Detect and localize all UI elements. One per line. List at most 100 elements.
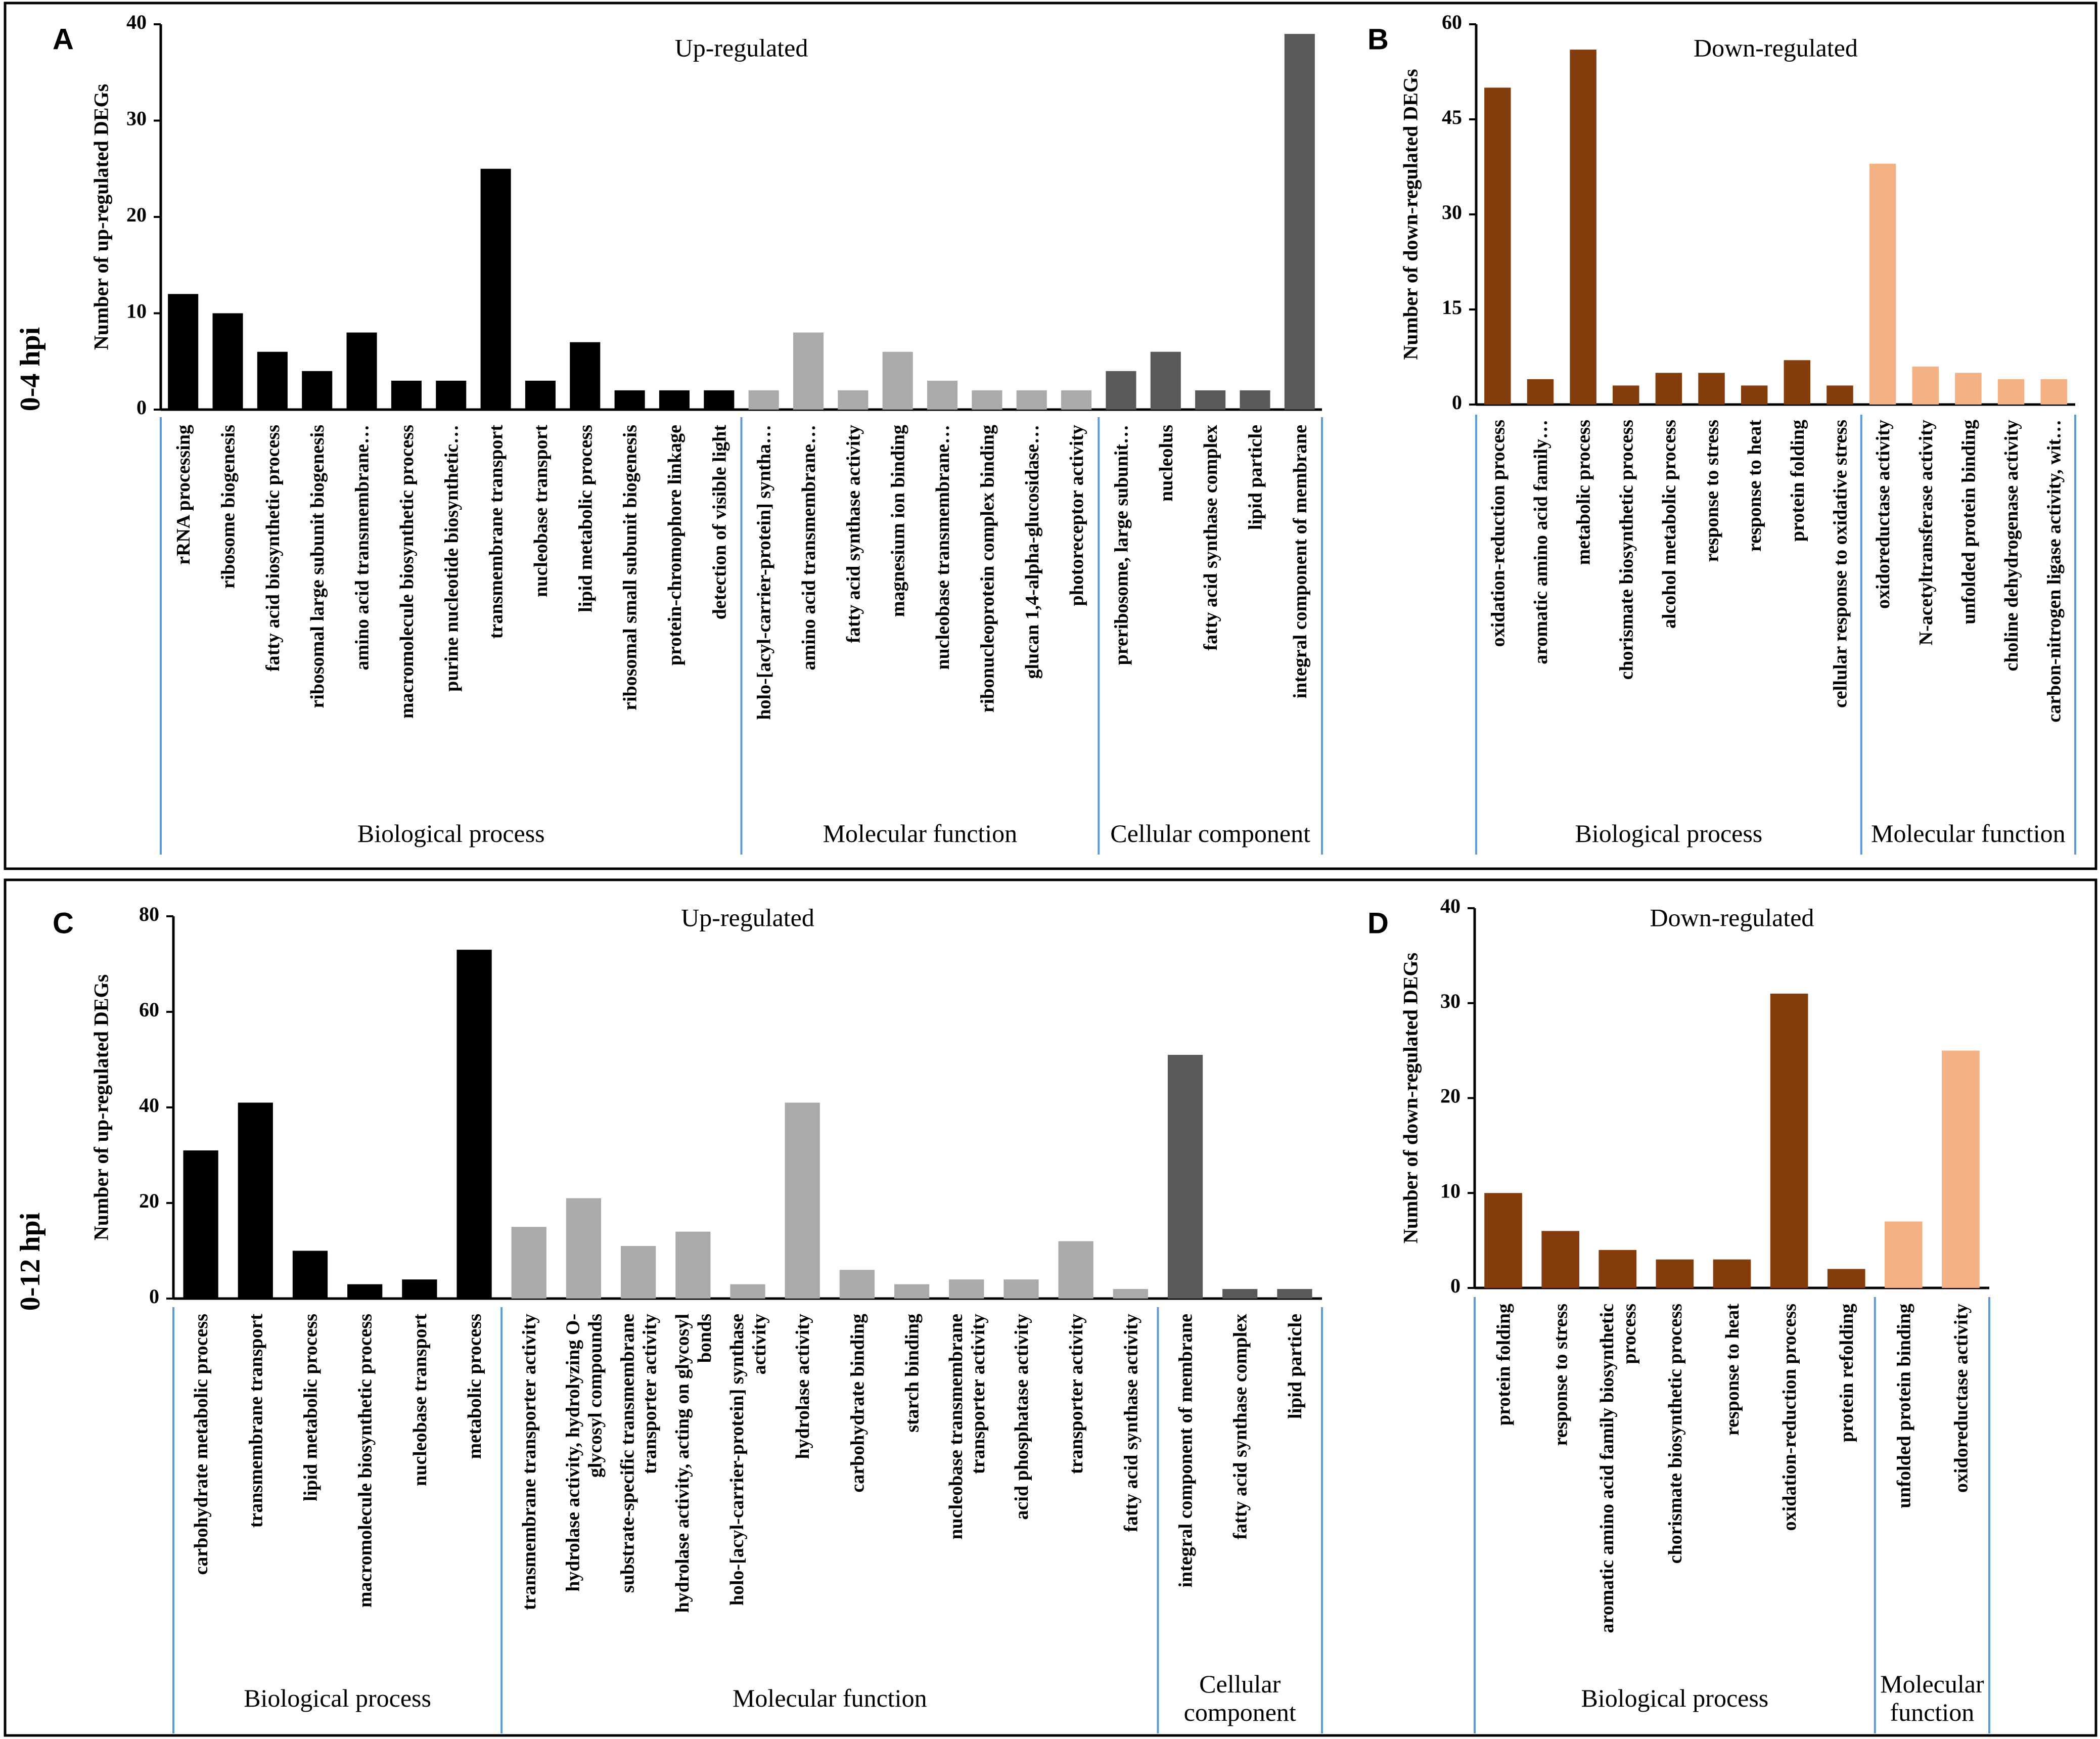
chart-panel-C: C Up-regulated Number of up-regulated DEGs… — [53, 903, 1323, 1733]
category-label: amino acid transmembrane… — [352, 425, 373, 671]
bar — [1195, 390, 1226, 410]
category-label: hydrolase activity — [792, 1314, 813, 1459]
bar — [659, 390, 690, 410]
bar — [1541, 1231, 1579, 1288]
category-label: chorismate biosynthetic process — [1665, 1304, 1686, 1564]
category-label: integral component of membrane — [1175, 1314, 1197, 1587]
category-label: chorismate biosynthetic process — [1616, 420, 1637, 680]
bar — [1997, 379, 2025, 405]
bar — [1106, 371, 1136, 410]
y-tick-label: 60 — [139, 998, 159, 1021]
bar — [1942, 1050, 1980, 1288]
bar — [1003, 1279, 1039, 1299]
bar — [212, 313, 243, 410]
panel-letter: C — [53, 907, 74, 940]
chart-title: Up-regulated — [681, 903, 814, 931]
bar — [2040, 379, 2067, 405]
bar — [838, 390, 869, 410]
y-tick-label: 0 — [136, 396, 147, 419]
category-label: preribosome, large subunit… — [1111, 425, 1132, 665]
y-tick-label: 0 — [1450, 1274, 1460, 1297]
bar — [183, 1150, 218, 1299]
category-label: alcohol metabolic process — [1659, 420, 1680, 629]
category-label: lipid metabolic process — [575, 425, 596, 612]
category-label: fatty acid biosynthetic process — [262, 425, 284, 672]
category-label: transmembrane transport — [486, 425, 507, 639]
bar — [238, 1102, 273, 1299]
group-label: Cellular component — [1184, 1670, 1296, 1726]
y-tick-label: 45 — [1442, 106, 1462, 128]
y-tick-label: 20 — [126, 203, 147, 226]
row-label-bottom: 0-12 hpi — [15, 1213, 46, 1311]
category-label: N-acetyltransferase activity — [1915, 420, 1937, 645]
category-label: nucleobase transmembranetransporter acti… — [945, 1314, 989, 1539]
category-label: transmembrane transport — [245, 1314, 266, 1528]
bar — [785, 1102, 820, 1299]
category-label: detection of visible light — [709, 425, 730, 620]
bar — [793, 332, 824, 410]
bar — [1885, 1221, 1923, 1288]
category-label: purine nucleotide biosynthetic… — [441, 425, 462, 692]
y-tick-label: 80 — [139, 903, 159, 925]
y-tick-label: 40 — [1440, 895, 1460, 917]
category-label: oxidoreductase activity — [1873, 420, 1894, 609]
bar — [456, 950, 492, 1299]
bar — [1167, 1055, 1203, 1299]
bar — [620, 1246, 656, 1299]
bar — [1741, 385, 1768, 405]
bar — [1713, 1259, 1751, 1288]
category-label: oxidation-reduction process — [1779, 1304, 1800, 1531]
category-label: transmembrane transporter activity — [519, 1314, 540, 1610]
bar — [1527, 379, 1554, 405]
bar — [1655, 373, 1682, 405]
bar — [1277, 1289, 1312, 1299]
y-axis-label: Number of up-regulated DEGs — [90, 84, 113, 350]
y-tick-label: 40 — [126, 11, 147, 33]
y-tick-label: 20 — [139, 1189, 159, 1212]
group-label: Molecular function — [823, 819, 1018, 848]
category-label: amino acid transmembrane… — [798, 425, 819, 671]
category-label: aromatic amino acid family… — [1530, 420, 1551, 664]
bar — [1912, 366, 1939, 405]
bar — [302, 371, 333, 410]
category-label: ribosomal large subunit biogenesis — [307, 425, 328, 708]
bar — [292, 1251, 328, 1299]
category-label: ribosome biogenesis — [218, 425, 239, 589]
category-label: metabolic process — [1573, 420, 1594, 565]
bar — [894, 1284, 930, 1299]
bar — [927, 380, 958, 410]
bar — [614, 390, 645, 410]
category-label: protein folding — [1493, 1304, 1515, 1425]
bar — [1570, 50, 1596, 405]
bar — [1484, 1193, 1522, 1288]
bar — [675, 1231, 711, 1299]
bar — [570, 342, 601, 410]
bar — [1484, 87, 1511, 405]
category-label: cellular response to oxidative stress — [1830, 420, 1851, 708]
group-label: Biological process — [1575, 819, 1763, 848]
chart-title: Down-regulated — [1650, 903, 1814, 931]
category-label: lipid particle — [1285, 1314, 1306, 1419]
bar — [1955, 373, 1982, 405]
bar — [1827, 385, 1853, 405]
category-label: protein-chromophore linkage — [664, 425, 686, 665]
category-label: fatty acid synthase activity — [843, 425, 864, 643]
bar — [1698, 373, 1725, 405]
bar — [566, 1198, 602, 1299]
bar — [1770, 993, 1808, 1288]
bar — [168, 294, 199, 410]
category-label: ribonucleoprotein complex binding — [977, 425, 998, 712]
top-row-frame — [4, 2, 2097, 870]
chart-panel-B: B Down-regulated Number of down-regulated … — [1367, 11, 2076, 855]
category-label: unfolded protein binding — [1893, 1304, 1914, 1508]
bar — [257, 351, 288, 410]
group-label: Biological process — [244, 1684, 431, 1712]
bar — [1827, 1269, 1865, 1288]
panel-letter: D — [1367, 907, 1389, 940]
bar — [704, 390, 735, 410]
bottom-row-frame — [4, 878, 2097, 1737]
category-label: lipid metabolic process — [300, 1314, 321, 1501]
group-label: Cellular component — [1110, 819, 1310, 848]
category-label: nucleobase transport — [409, 1314, 431, 1486]
